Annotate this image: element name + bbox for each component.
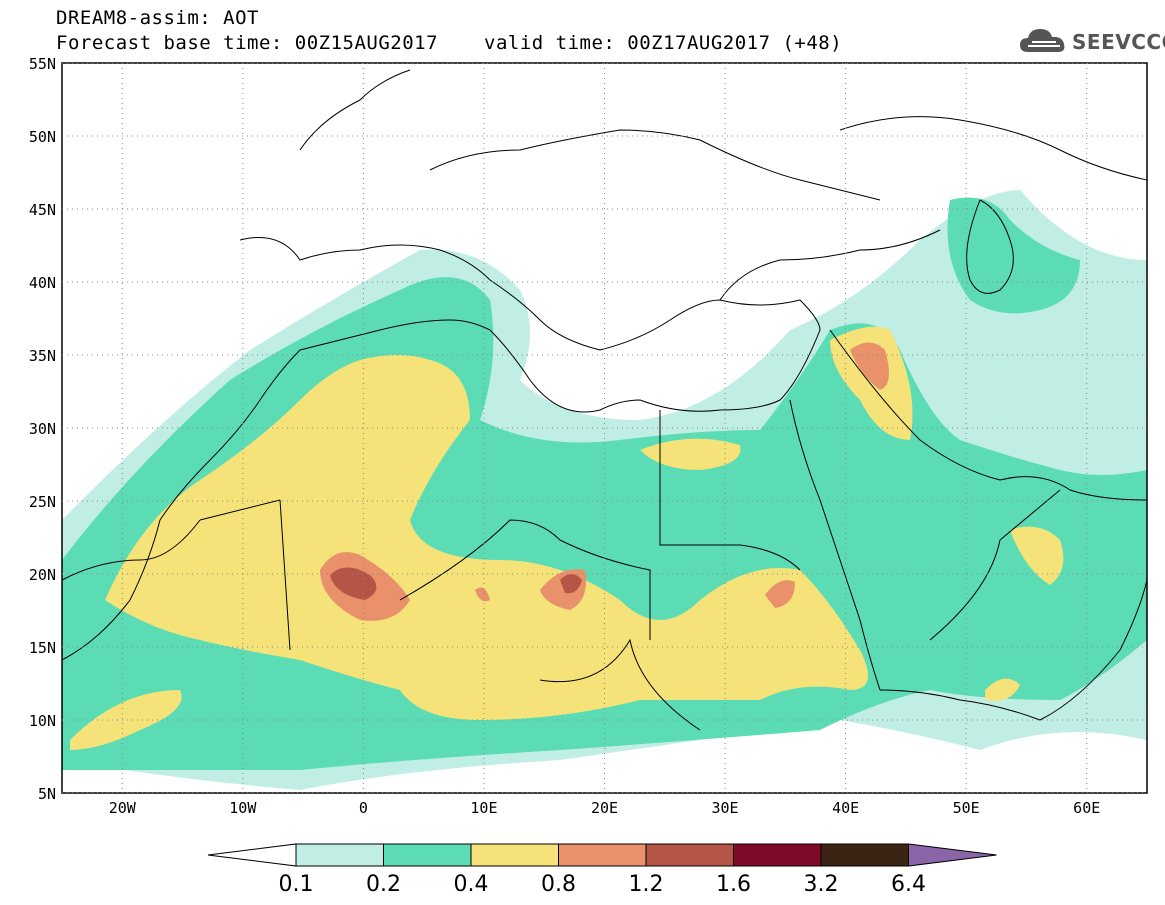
map-title: DREAM8-assim: AOT (56, 7, 259, 29)
lat-label: 5N (38, 785, 56, 803)
colorbar-segment (558, 843, 647, 867)
coastlines (62, 69, 1147, 731)
colorbar-segment (645, 843, 734, 867)
aot-level-0.8 (765, 580, 795, 608)
lat-label: 30N (29, 420, 56, 438)
lat-label: 20N (29, 566, 56, 584)
lat-label: 40N (29, 274, 56, 292)
aot-level-0.8 (475, 587, 490, 602)
colorbar-over-arrow (908, 843, 997, 867)
aot-level-0.8 (850, 342, 889, 390)
lat-label: 15N (29, 639, 56, 657)
seevccc-logo: SEEVCCC (1018, 24, 1165, 56)
aot-level-0.2 (947, 197, 1080, 314)
lon-label: 60E (1073, 799, 1100, 817)
colorbar-label: 1.6 (716, 872, 751, 897)
aot-level-1.2 (330, 567, 377, 600)
aot-level-1.2 (560, 574, 582, 594)
lat-label: 45N (29, 201, 56, 219)
forecast-base-time: Forecast base time: 00Z15AUG2017 (56, 32, 439, 54)
lat-label: 10N (29, 712, 56, 730)
aot-level-0.4 (105, 355, 868, 720)
colorbar-label: 3.2 (803, 872, 839, 897)
colorbar-label: 0.8 (541, 872, 576, 897)
latitude-labels: 55N 50N 45N 40N 35N 30N 25N 20N 15N 10N 5N (29, 55, 56, 803)
lon-label: 10W (229, 799, 257, 817)
valid-time: valid time: 00Z17AUG2017 (+48) (484, 32, 843, 54)
colorbar (207, 843, 997, 867)
aot-field (62, 190, 1147, 790)
colorbar-segment (295, 843, 384, 867)
lon-label: 20W (109, 799, 137, 817)
colorbar-under-arrow (207, 843, 297, 867)
aot-level-0.4 (1010, 526, 1064, 585)
graticule (62, 63, 1147, 793)
logo-text: SEEVCCC (1072, 30, 1165, 54)
lon-label: 40E (832, 799, 859, 817)
aot-level-0.4 (830, 326, 913, 440)
longitude-labels: 20W 10W 0 10E 20E 30E 40E 50E 60E (109, 799, 1101, 817)
colorbar-label: 0.2 (366, 872, 401, 897)
colorbar-segment (383, 843, 472, 867)
lon-label: 30E (712, 799, 739, 817)
lat-label: 55N (29, 55, 56, 73)
lon-label: 50E (953, 799, 980, 817)
colorbar-label: 1.2 (628, 872, 664, 897)
aot-level-0.4 (985, 678, 1020, 701)
colorbar-segment (733, 843, 822, 867)
colorbar-label: 0.1 (278, 872, 314, 897)
aot-level-0.4 (70, 690, 182, 750)
colorbar-segment (820, 843, 909, 867)
aot-level-0.4 (640, 438, 741, 470)
lon-label: 10E (470, 799, 497, 817)
lat-label: 35N (29, 347, 56, 365)
colorbar-segment (470, 843, 559, 867)
cloud-icon (1020, 29, 1065, 52)
colorbar-label: 0.4 (453, 872, 489, 897)
lon-label: 20E (591, 799, 618, 817)
lat-label: 50N (29, 128, 56, 146)
lon-label: 0 (359, 799, 368, 817)
colorbar-label: 6.4 (891, 872, 926, 897)
lat-label: 25N (29, 493, 56, 511)
